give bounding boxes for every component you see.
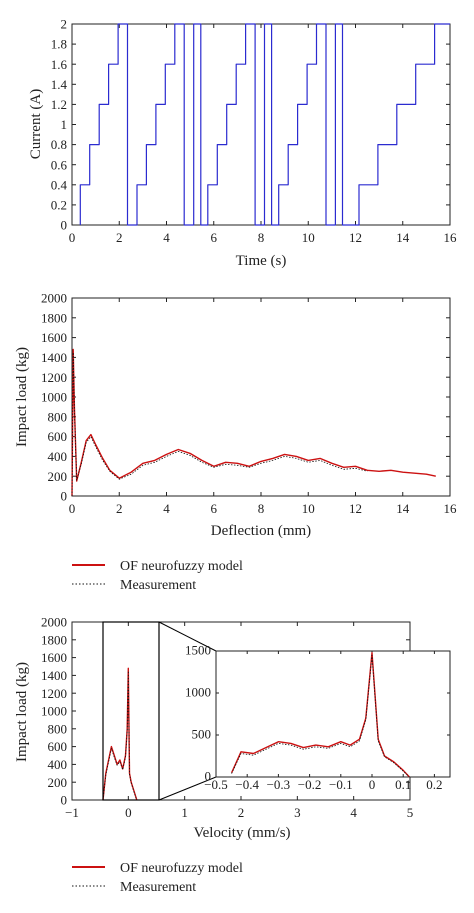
zoom-connector-top xyxy=(158,621,217,652)
y-tick-label: 1600 xyxy=(41,650,67,665)
measurement-series-line xyxy=(231,654,410,778)
x-tick-label: 4 xyxy=(163,230,170,245)
y-tick-label: 1000 xyxy=(41,704,67,719)
plot-frame xyxy=(71,23,451,226)
inset-frame xyxy=(215,650,451,778)
x-tick-label: −0.3 xyxy=(267,777,291,792)
x-tick-label: 16 xyxy=(444,230,458,245)
x-tick-label: 6 xyxy=(211,501,218,516)
y-tick-label: 600 xyxy=(48,429,68,444)
y-tick-label: 2000 xyxy=(41,615,67,630)
y-tick-label: 1400 xyxy=(41,668,67,683)
y-tick-label: 1400 xyxy=(41,350,67,365)
x-tick-label: 0.2 xyxy=(426,777,442,792)
y-tick-label: 0 xyxy=(205,768,212,783)
x-tick-label: 0 xyxy=(369,777,376,792)
x-tick-label: 1 xyxy=(181,805,188,820)
y-tick-label: 200 xyxy=(48,775,68,790)
y-tick-label: 0 xyxy=(61,793,68,808)
x-tick-label: −1 xyxy=(65,805,79,820)
y-tick-label: 1 xyxy=(61,117,68,132)
x-tick-label: 0 xyxy=(69,501,76,516)
y-tick-label: 1800 xyxy=(41,310,67,325)
y-tick-label: 1200 xyxy=(41,370,67,385)
x-tick-label: 4 xyxy=(350,805,357,820)
legend-model-label: OF neurofuzzy model xyxy=(120,861,243,876)
y-tick-label: 200 xyxy=(48,469,68,484)
x-tick-label: 8 xyxy=(258,230,265,245)
x-tick-label: 16 xyxy=(444,501,458,516)
legend-measurement-label: Measurement xyxy=(120,578,196,593)
x-tick-label: 14 xyxy=(396,230,410,245)
y-tick-label: 1500 xyxy=(185,642,211,657)
y-tick-label: 800 xyxy=(48,409,68,424)
x-tick-label: −0.1 xyxy=(329,777,353,792)
measurement-series-line xyxy=(71,352,368,497)
measurement-series-line xyxy=(102,670,138,801)
y-tick-label: 1.2 xyxy=(51,97,67,112)
y-tick-label: 1000 xyxy=(185,684,211,699)
x-tick-label: 5 xyxy=(407,805,414,820)
y-tick-label: 1000 xyxy=(41,390,67,405)
legend-model-label: OF neurofuzzy model xyxy=(120,559,243,574)
y-tick-label: 1.4 xyxy=(51,77,68,92)
x-tick-label: 4 xyxy=(163,501,170,516)
y-tick-label: 0.6 xyxy=(51,157,68,172)
y-tick-label: 2000 xyxy=(41,291,67,306)
model-series-line xyxy=(102,667,138,801)
y-tick-label: 600 xyxy=(48,739,68,754)
x-tick-label: 8 xyxy=(258,501,265,516)
zoom-region-box xyxy=(102,621,160,801)
x-tick-label: 14 xyxy=(396,501,410,516)
y-tick-label: 1200 xyxy=(41,686,67,701)
y-tick-label: 0.8 xyxy=(51,137,67,152)
y-tick-label: 400 xyxy=(48,449,68,464)
legend-1: OF neurofuzzy model Measurement xyxy=(72,559,243,593)
model-series-line xyxy=(71,348,436,497)
current-series-line xyxy=(79,23,450,226)
zoom-connector-bottom xyxy=(158,776,217,801)
x-tick-label: −0.4 xyxy=(235,777,259,792)
x-tick-label: 12 xyxy=(349,230,362,245)
y-tick-label: 0.4 xyxy=(51,177,68,192)
y-tick-label: 1.6 xyxy=(51,57,68,72)
x-tick-label: 2 xyxy=(238,805,245,820)
x-tick-label: −0.2 xyxy=(298,777,322,792)
legend-2: OF neurofuzzy model Measurement xyxy=(72,861,243,895)
x-tick-label: 3 xyxy=(294,805,301,820)
y-tick-label: 1600 xyxy=(41,330,67,345)
y-tick-label: 800 xyxy=(48,721,68,736)
y-tick-label: 500 xyxy=(192,726,212,741)
x-tick-label: 0 xyxy=(125,805,132,820)
y-tick-label: 2 xyxy=(61,17,68,32)
x-tick-label: 2 xyxy=(116,501,123,516)
y-tick-label: 400 xyxy=(48,757,68,772)
x-axis-label: Deflection (mm) xyxy=(211,523,311,539)
x-tick-label: 0.1 xyxy=(395,777,411,792)
y-axis-label: Current (A) xyxy=(28,89,44,159)
current-time-chart: 0 2 4 6 8 10 12 14 16 0 0.2 0.4 0.6 0.8 1 1.2 1.4 1.6 1.8 2… xyxy=(28,17,457,269)
zoom-inset: −0.5 −0.4 −0.3 −0.2 −0.1 0 0.1 0.2 0 500 1000 1500 xyxy=(185,642,451,792)
x-tick-label: 0 xyxy=(69,230,76,245)
x-tick-label: 6 xyxy=(211,230,218,245)
x-tick-label: −0.5 xyxy=(204,777,228,792)
x-tick-label: 12 xyxy=(349,501,362,516)
impact-deflection-chart: 0 2 4 6 8 10 12 14 16 0 200 400 600 800 1000 1200 1400 16… xyxy=(14,291,457,539)
x-axis-label: Time (s) xyxy=(236,253,287,269)
x-tick-label: 2 xyxy=(116,230,123,245)
x-tick-label: 10 xyxy=(302,230,315,245)
impact-velocity-chart: −1 0 1 2 3 4 502004006008001000120014001600180… xyxy=(14,615,451,841)
y-tick-label: 1.8 xyxy=(51,37,67,52)
x-axis-label: Velocity (mm/s) xyxy=(193,825,290,841)
y-tick-label: 0.2 xyxy=(51,197,67,212)
y-tick-label: 0 xyxy=(61,489,68,504)
plot-frame xyxy=(71,297,451,497)
legend-measurement-label: Measurement xyxy=(120,880,196,895)
y-tick-label: 1800 xyxy=(41,632,67,647)
x-tick-label: 10 xyxy=(302,501,315,516)
y-axis-label: Impact load (kg) xyxy=(14,662,30,762)
y-tick-label: 0 xyxy=(61,218,68,233)
y-axis-label: Impact load (kg) xyxy=(14,347,30,447)
